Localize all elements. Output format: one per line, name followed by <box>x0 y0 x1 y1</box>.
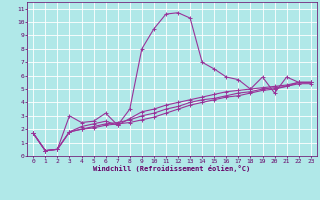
X-axis label: Windchill (Refroidissement éolien,°C): Windchill (Refroidissement éolien,°C) <box>93 165 251 172</box>
